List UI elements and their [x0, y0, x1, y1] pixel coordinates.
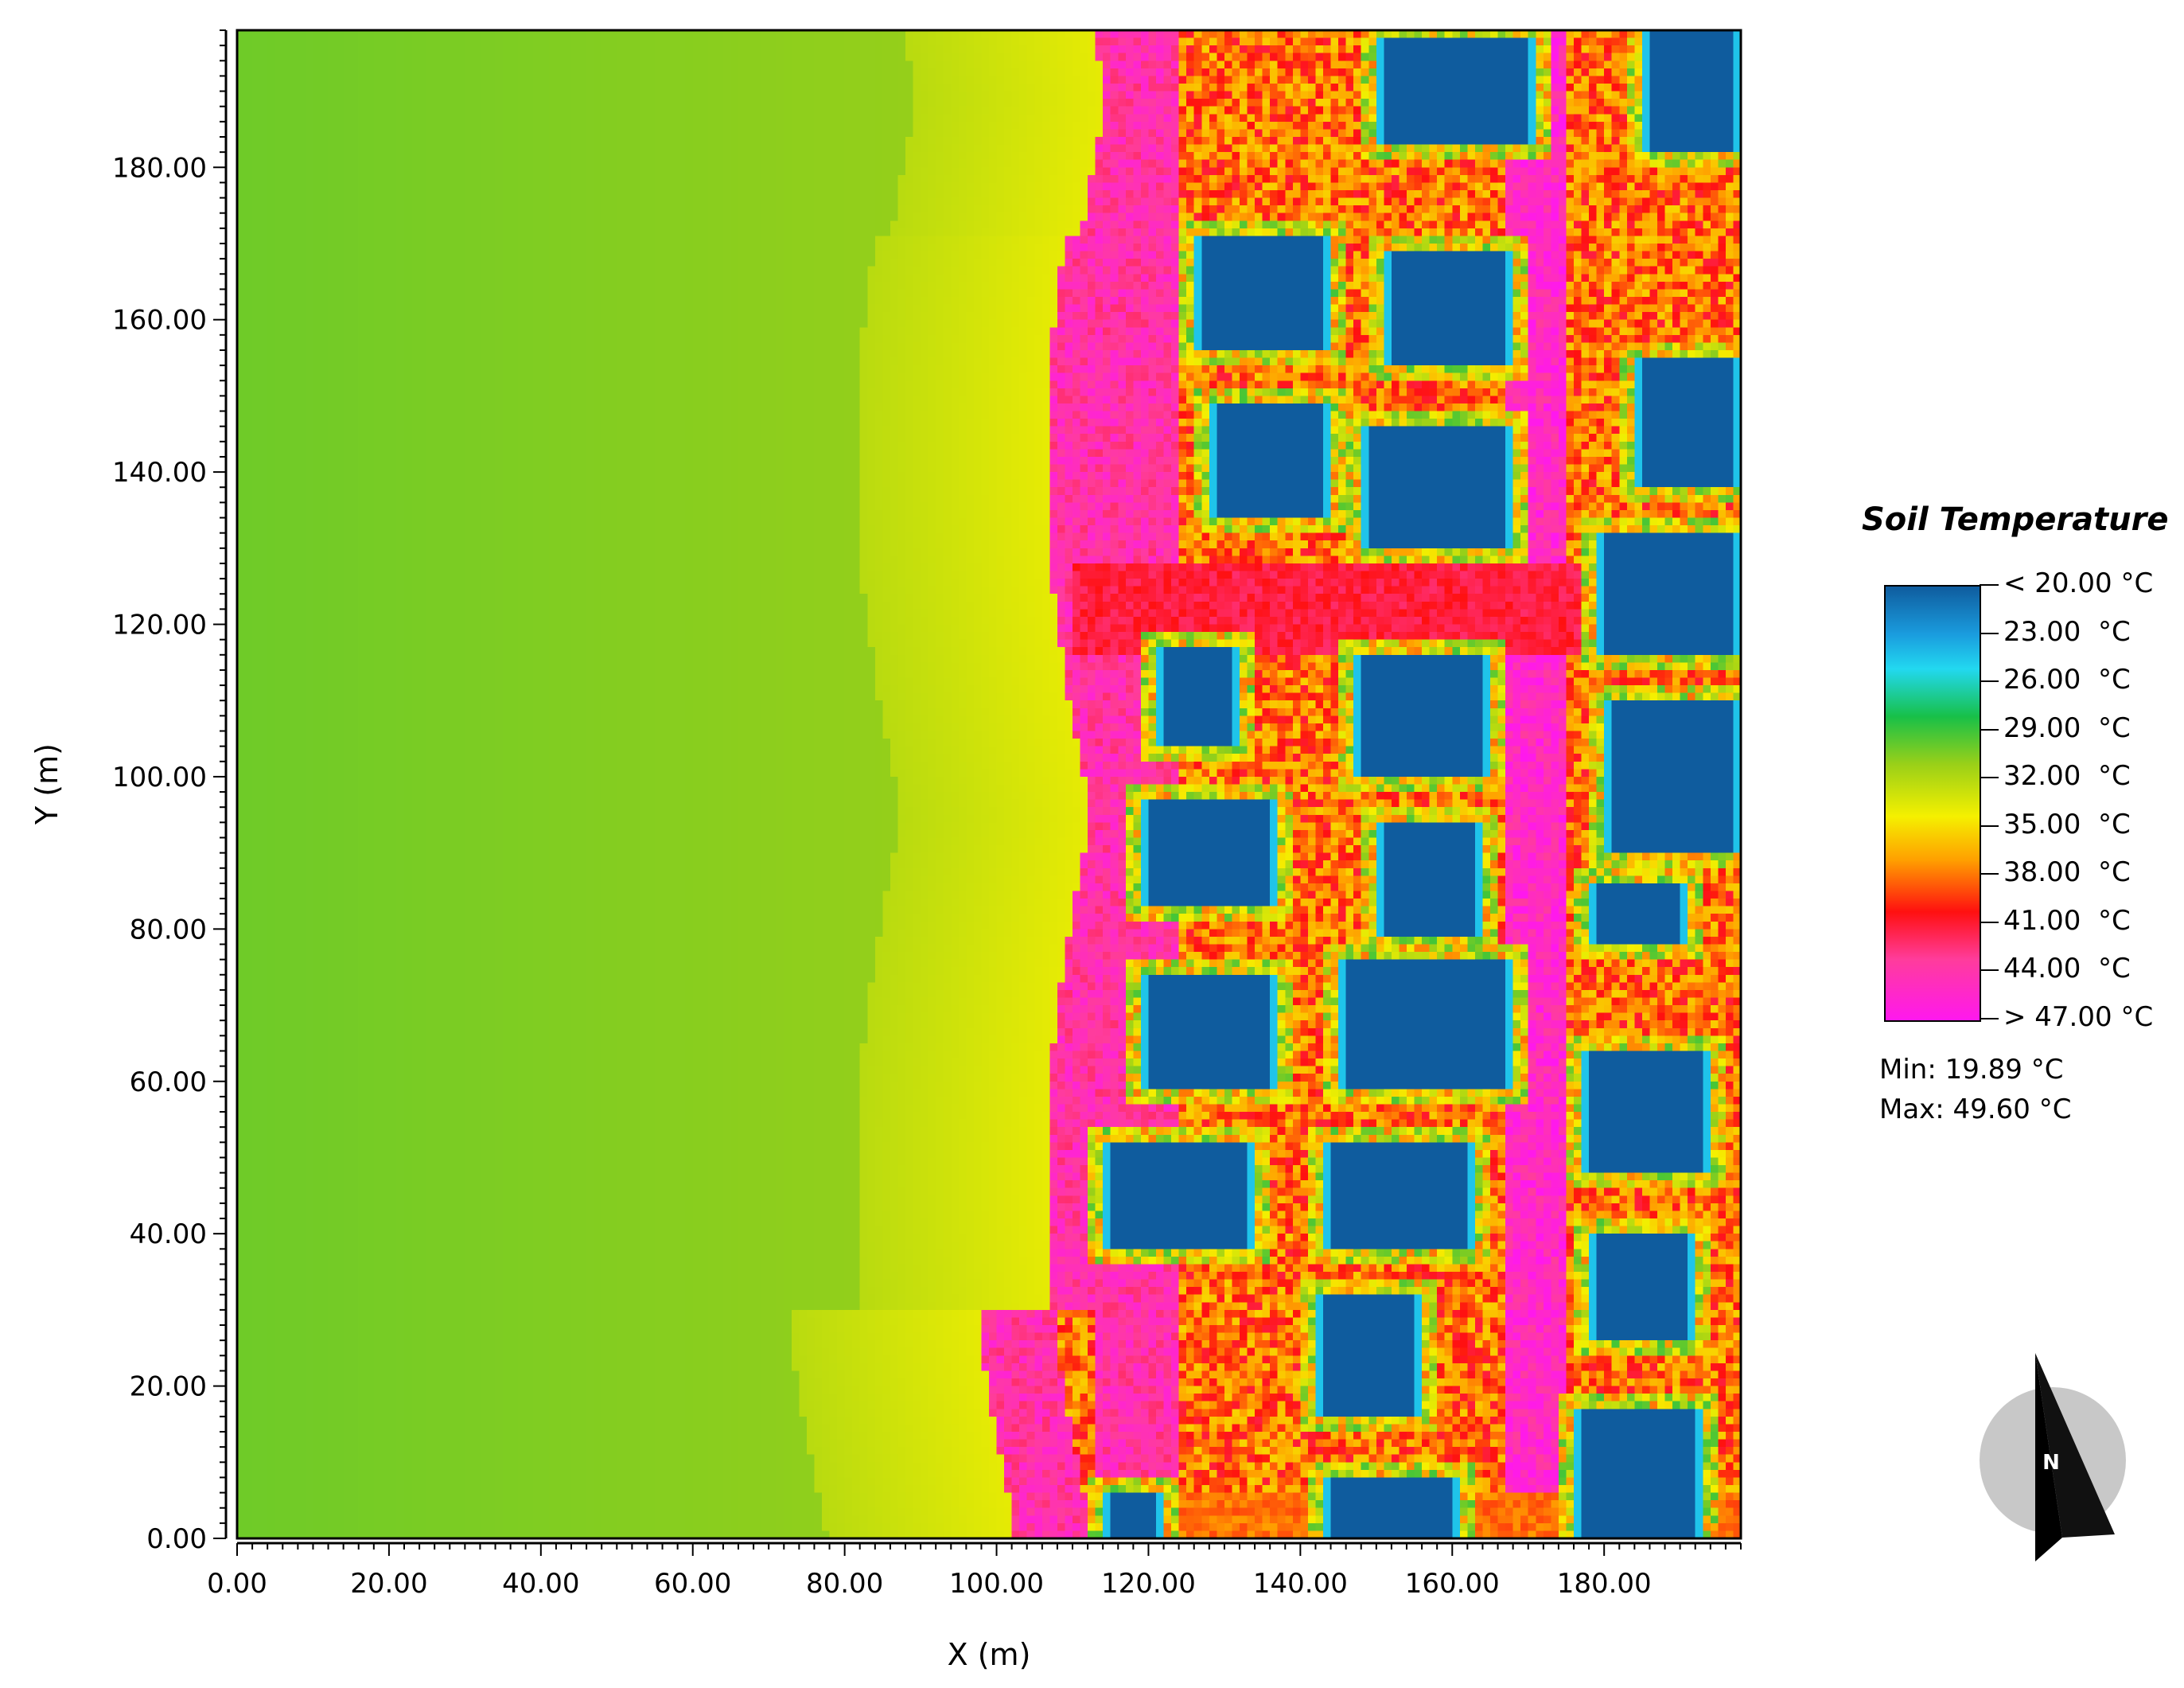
max-value-text: Max: 49.60 °C [1879, 1093, 2072, 1125]
x-tick-label: 20.00 [350, 1568, 427, 1600]
legend-label: 41.00 °C [2003, 904, 2131, 937]
y-tick-label: 40.00 [130, 1218, 207, 1250]
legend-label: > 47.00 °C [2003, 1001, 2154, 1033]
x-axis-ticks: 0.00 20.00 40.00 60.00 80.00 100.00 120.00 140.… [207, 1542, 1742, 1600]
y-tick-label: 160.00 [112, 305, 207, 337]
x-tick-label: 100.00 [949, 1568, 1044, 1600]
x-tick-label: 60.00 [654, 1568, 731, 1600]
y-axis-ticks: 0.00 20.00 40.00 60.00 80.00 100.00 120.00 140.… [112, 29, 228, 1555]
legend-tick [1980, 728, 1999, 731]
legend-label: 32.00 °C [2003, 760, 2131, 793]
legend-tick [1980, 680, 1999, 683]
legend-tick [1980, 1018, 1999, 1019]
legend-tick [1980, 632, 1999, 634]
x-tick-label: 120.00 [1101, 1568, 1196, 1600]
y-tick-label: 180.00 [112, 152, 207, 184]
plot-border [236, 29, 1742, 1540]
x-tick-label: 0.00 [207, 1568, 267, 1600]
legend-tick [1980, 825, 1999, 827]
x-tick-label: 80.00 [806, 1568, 883, 1600]
x-tick-label: 160.00 [1405, 1568, 1500, 1600]
min-value-text: Min: 19.89 °C [1879, 1054, 2064, 1086]
legend-tick [1980, 777, 1999, 779]
legend-tick [1980, 873, 1999, 875]
legend-label: 29.00 °C [2003, 711, 2131, 744]
legend-label: 23.00 °C [2003, 615, 2131, 648]
y-tick-label: 80.00 [130, 914, 207, 945]
legend-tick [1980, 921, 1999, 923]
legend-tick [1980, 969, 1999, 972]
y-tick-label: 20.00 [130, 1371, 207, 1403]
x-tick-label: 140.00 [1253, 1568, 1348, 1600]
legend-label: 44.00 °C [2003, 953, 2131, 985]
y-tick-label: 120.00 [112, 610, 207, 641]
y-tick-label: 0.00 [146, 1523, 207, 1555]
x-axis-title: X (m) [948, 1637, 1031, 1672]
svg-text:N: N [2042, 1451, 2060, 1475]
legend-label: 38.00 °C [2003, 856, 2131, 889]
y-tick-label: 60.00 [130, 1066, 207, 1098]
legend-label: < 20.00 °C [2003, 567, 2154, 599]
y-tick-label: 140.00 [112, 457, 207, 489]
legend-label: 35.00 °C [2003, 808, 2131, 840]
heatmap-cells [237, 30, 1741, 1538]
plot-frame [236, 29, 1742, 1540]
x-tick-label: 180.00 [1557, 1568, 1652, 1600]
colorbar-gradient [1884, 585, 1981, 1022]
x-tick-label: 40.00 [502, 1568, 579, 1600]
y-tick-label: 100.00 [112, 762, 207, 793]
north-arrow-icon: N [1980, 1353, 2126, 1561]
legend-title: Soil Temperature [1862, 501, 2169, 538]
legend-tick [1980, 584, 1999, 586]
legend-label: 26.00 °C [2003, 664, 2131, 696]
heatmap-plot-area [237, 30, 1741, 1538]
y-axis-title: Y (m) [29, 743, 64, 825]
